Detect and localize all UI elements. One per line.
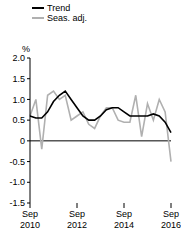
svg-text:-0.5: -0.5 xyxy=(9,157,25,167)
svg-text:-1.5: -1.5 xyxy=(9,198,25,208)
svg-text:2.0: 2.0 xyxy=(12,53,25,63)
svg-text:Sep2012: Sep2012 xyxy=(67,209,87,230)
svg-text:-1.0: -1.0 xyxy=(9,177,25,187)
svg-text:0: 0 xyxy=(20,136,25,146)
svg-text:1.0: 1.0 xyxy=(12,95,25,105)
html-text:Trend: Trend xyxy=(47,3,71,13)
svg-text:Sep2016: Sep2016 xyxy=(161,209,173,230)
svg-text:1.5: 1.5 xyxy=(12,74,25,84)
svg-text:Sep2014: Sep2014 xyxy=(114,209,134,230)
svg-text:Sep2010: Sep2010 xyxy=(20,209,40,230)
svg-text:0.5: 0.5 xyxy=(12,115,25,125)
html-text:Seas. adj.: Seas. adj. xyxy=(47,13,87,23)
